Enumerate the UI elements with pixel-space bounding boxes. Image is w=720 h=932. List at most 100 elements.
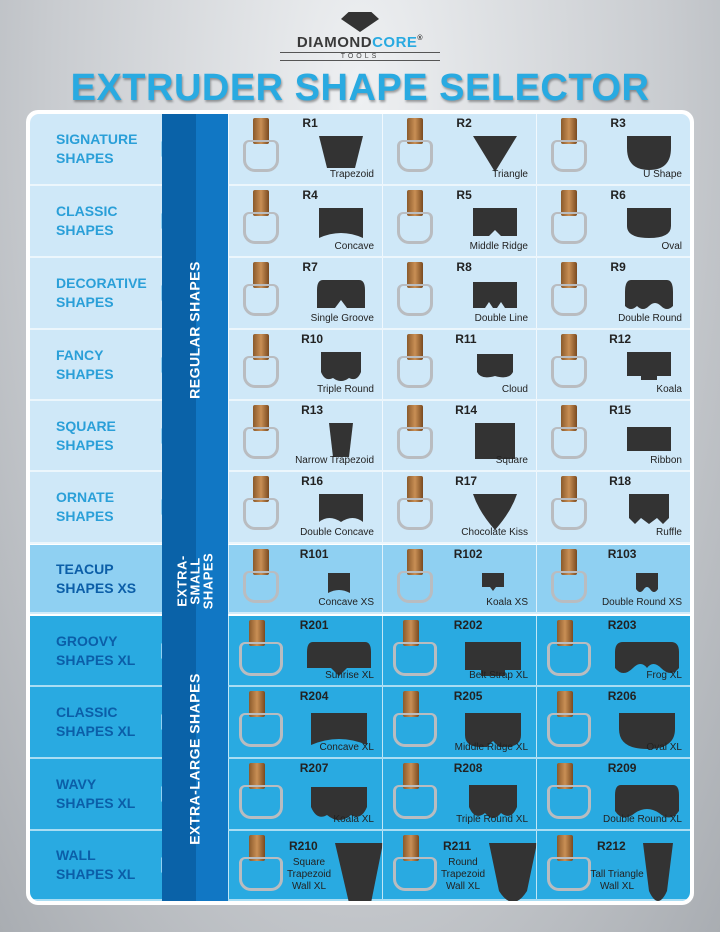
extra-large-shapes-band: EXTRA-LARGE SHAPES (162, 616, 228, 901)
shape-code: R101 (299, 547, 329, 561)
shape-cell-r8[interactable]: R8 Double Line (382, 258, 536, 328)
shape-row: WAVY SHAPES XL R207 Koala XL R208 Triple… (30, 759, 690, 831)
shape-silhouette-icon (319, 494, 363, 522)
shape-cell-r4[interactable]: R4 Concave (228, 186, 382, 256)
diamondcore-logo: DIAMONDCORE® TOOLS (0, 12, 720, 61)
extruder-tool-image (551, 262, 587, 320)
shape-cell-r212[interactable]: R212 Tall Triangle Wall XL (536, 831, 690, 901)
shape-name: Narrow Trapezoid (295, 455, 374, 466)
shape-cell-r3[interactable]: R3 U Shape (536, 114, 690, 184)
row-label: FANCY SHAPES (30, 330, 170, 399)
shape-cell-r102[interactable]: R102 Koala XS (382, 545, 536, 612)
shape-cell-r208[interactable]: R208 Triple Round XL (382, 759, 536, 829)
shape-row: TEACUP SHAPES XS R101 Concave XS R102 Ko… (30, 545, 690, 614)
shape-cell-r204[interactable]: R204 Concave XL (228, 687, 382, 757)
shape-cell-r15[interactable]: R15 Ribbon (536, 401, 690, 470)
row-label: CLASSIC SHAPES XL (30, 687, 170, 757)
row-label-text: ORNATE SHAPES (56, 489, 115, 524)
shape-code: R201 (299, 618, 329, 632)
extruder-tool-image (547, 763, 591, 821)
shape-silhouette-icon (329, 423, 353, 457)
shape-cell-r209[interactable]: R209 Double Round XL (536, 759, 690, 829)
shape-name: Trapezoid (329, 169, 374, 180)
shape-cell-r6[interactable]: R6 Oval (536, 186, 690, 256)
extruder-tool-image (239, 620, 283, 678)
shape-cell-r16[interactable]: R16 Double Concave (228, 472, 382, 542)
row-label-text: SQUARE SHAPES (56, 417, 116, 453)
extruder-tool-image (547, 620, 591, 678)
shape-cell-r12[interactable]: R12 Koala (536, 330, 690, 399)
shape-code: R4 (302, 188, 318, 202)
shape-cell-r10[interactable]: R10 Triple Round (228, 330, 382, 399)
shape-name: Oval (661, 241, 682, 252)
shape-cell-r201[interactable]: R201 Sunrise XL (228, 616, 382, 685)
band-label: EXTRA-LARGE SHAPES (186, 672, 203, 845)
extruder-tool-image (397, 262, 433, 320)
shape-row: DECORATIVE SHAPES R7 Single Groove R8 Do… (30, 258, 690, 330)
extruder-tool-image (243, 190, 279, 248)
band-label: EXTRA-SMALL SHAPES (174, 552, 216, 609)
row-label: WALL SHAPES XL (30, 831, 170, 899)
shape-code: R8 (456, 260, 472, 274)
shape-code: R207 (299, 761, 329, 775)
shape-name: Koala XS (486, 597, 528, 608)
shape-row: FANCY SHAPES R10 Triple Round R11 Cloud … (30, 330, 690, 401)
row-label: DECORATIVE SHAPES (30, 258, 170, 328)
row-label: GROOVY SHAPES XL (30, 616, 170, 685)
shape-cell-r203[interactable]: R203 Frog XL (536, 616, 690, 685)
shape-silhouette-icon (473, 282, 517, 308)
extruder-tool-image (551, 549, 587, 607)
shape-silhouette-icon (615, 785, 679, 818)
shape-silhouette-icon (311, 713, 367, 745)
shape-name: Double Round XL (603, 814, 682, 825)
shape-cell-r18[interactable]: R18 Ruffle (536, 472, 690, 542)
shape-silhouette-icon (643, 843, 673, 901)
shape-silhouette-icon (473, 136, 517, 172)
shape-name: Belt Strap XL (469, 670, 528, 681)
shape-silhouette-icon (319, 208, 363, 238)
shape-code: R16 (301, 474, 324, 488)
extruder-tool-image (239, 835, 283, 893)
shape-code: R205 (453, 689, 483, 703)
shape-cell-r101[interactable]: R101 Concave XS (228, 545, 382, 612)
extra-small-shapes-band: EXTRA-SMALL SHAPES (162, 545, 228, 616)
shape-name: Square (495, 455, 528, 466)
shape-name: Triple Round (317, 384, 374, 395)
shape-silhouette-icon (328, 573, 350, 593)
shape-code: R209 (607, 761, 637, 775)
row-label-text: GROOVY SHAPES XL (56, 632, 136, 668)
shape-cell-r14[interactable]: R14 Square (382, 401, 536, 470)
shape-row: GROOVY SHAPES XL R201 Sunrise XL R202 Be… (30, 616, 690, 687)
shape-cell-r103[interactable]: R103 Double Round XS (536, 545, 690, 612)
shape-cell-r7[interactable]: R7 Single Groove (228, 258, 382, 328)
shape-cell-r205[interactable]: R205 Middle Ridge XL (382, 687, 536, 757)
shape-cell-r13[interactable]: R13 Narrow Trapezoid (228, 401, 382, 470)
extruder-tool-image (547, 835, 591, 893)
row-label: TEACUP SHAPES XS (30, 545, 170, 612)
row-label: WAVY SHAPES XL (30, 759, 170, 829)
shape-cell-r211[interactable]: R211 Round Trapezoid Wall XL (382, 831, 537, 901)
shape-code: R211 (443, 839, 472, 853)
shape-name: Double Line (474, 313, 528, 324)
shape-cell-r206[interactable]: R206 Oval XL (536, 687, 690, 757)
shape-cell-r17[interactable]: R17 Chocolate Kiss (382, 472, 536, 542)
shape-cell-r11[interactable]: R11 Cloud (382, 330, 536, 399)
shape-cell-r207[interactable]: R207 Koala XL (228, 759, 382, 829)
shape-name: Concave XL (319, 742, 374, 753)
shape-cell-r202[interactable]: R202 Belt Strap XL (382, 616, 536, 685)
shape-cell-r9[interactable]: R9 Double Round (536, 258, 690, 328)
extruder-tool-image (393, 835, 437, 893)
shape-row: SIGNATURE SHAPES R1 Trapezoid R2 Triangl… (30, 114, 690, 186)
shape-cell-r210[interactable]: R210 Square Trapezoid Wall XL (228, 831, 383, 901)
shape-cell-r1[interactable]: R1 Trapezoid (228, 114, 382, 184)
shape-row: WALL SHAPES XL R210 Square Trapezoid Wal… (30, 831, 690, 901)
extruder-tool-image (551, 190, 587, 248)
shape-silhouette-icon (489, 843, 537, 901)
shape-code: R5 (456, 188, 472, 202)
shape-cell-r5[interactable]: R5 Middle Ridge (382, 186, 536, 256)
extruder-tool-image (547, 691, 591, 749)
row-label-text: WAVY SHAPES XL (56, 776, 136, 811)
shape-code: R17 (455, 474, 478, 488)
shape-cell-r2[interactable]: R2 Triangle (382, 114, 536, 184)
row-label-text: FANCY SHAPES (56, 346, 114, 382)
